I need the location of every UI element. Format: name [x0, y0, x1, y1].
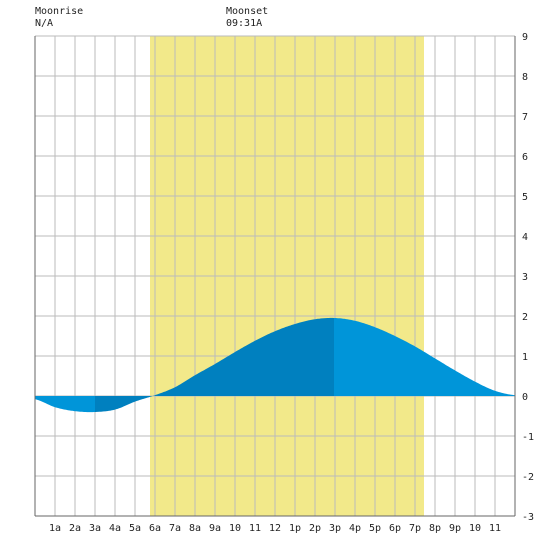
x-tick-label: 6p	[389, 523, 401, 534]
x-tick-label: 5a	[129, 523, 141, 534]
tide-area-rising	[95, 317, 334, 412]
y-tick-label: 9	[522, 32, 528, 43]
tide-area-falling	[334, 318, 515, 396]
y-tick-label: -2	[522, 472, 534, 483]
y-tick-label: 1	[522, 352, 528, 363]
moonrise-label: Moonrise	[35, 6, 84, 17]
x-tick-label: 3p	[329, 523, 341, 534]
y-tick-label: 2	[522, 312, 528, 323]
y-tick-label: 8	[522, 72, 528, 83]
tide-area-falling	[35, 396, 95, 413]
x-tick-label: 10	[469, 523, 481, 534]
x-tick-label: 8p	[429, 523, 441, 534]
x-tick-label: 4a	[109, 523, 121, 534]
y-tick-label: -1	[522, 432, 534, 443]
moonrise-value: N/A	[35, 18, 54, 29]
y-tick-label: 3	[522, 272, 528, 283]
y-tick-label: 5	[522, 192, 528, 203]
x-tick-label: 9p	[449, 523, 461, 534]
x-tick-label: 6a	[149, 523, 161, 534]
x-tick-label: 7p	[409, 523, 421, 534]
x-tick-label: 1a	[49, 523, 61, 534]
x-tick-label: 2a	[69, 523, 81, 534]
y-tick-label: 7	[522, 112, 528, 123]
x-tick-label: 2p	[309, 523, 321, 534]
moonset-block: Moonset 09:31A	[226, 6, 268, 30]
x-tick-label: 1p	[289, 523, 301, 534]
x-tick-label: 11	[249, 523, 261, 534]
x-tick-label: 4p	[349, 523, 361, 534]
x-tick-label: 10	[229, 523, 241, 534]
y-tick-label: 6	[522, 152, 528, 163]
moonset-label: Moonset	[226, 6, 269, 17]
y-tick-label: -3	[522, 512, 534, 523]
moonrise-block: Moonrise N/A	[35, 6, 83, 30]
x-tick-label: 7a	[169, 523, 181, 534]
y-tick-label: 0	[522, 392, 528, 403]
x-tick-label: 12	[269, 523, 281, 534]
y-tick-label: 4	[522, 232, 528, 243]
x-tick-label: 9a	[209, 523, 221, 534]
x-tick-label: 8a	[189, 523, 201, 534]
x-tick-label: 5p	[369, 523, 381, 534]
moonset-value: 09:31A	[226, 18, 263, 29]
x-tick-label: 11	[489, 523, 501, 534]
x-tick-label: 3a	[89, 523, 101, 534]
